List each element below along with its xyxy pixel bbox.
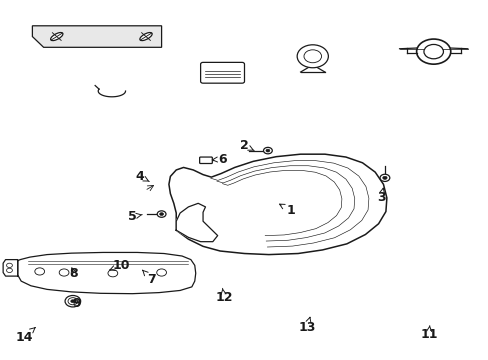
Circle shape	[157, 211, 165, 217]
Polygon shape	[32, 26, 161, 47]
Text: 2: 2	[240, 139, 254, 152]
Circle shape	[59, 269, 69, 276]
Circle shape	[265, 149, 269, 152]
Circle shape	[423, 44, 443, 59]
Circle shape	[71, 300, 75, 303]
Circle shape	[297, 45, 328, 68]
Circle shape	[6, 263, 12, 267]
Circle shape	[68, 298, 78, 305]
Circle shape	[416, 39, 450, 64]
Text: 7: 7	[142, 270, 156, 286]
Text: 10: 10	[109, 259, 130, 272]
FancyBboxPatch shape	[200, 62, 244, 83]
Circle shape	[379, 174, 389, 181]
Circle shape	[35, 268, 44, 275]
Polygon shape	[176, 203, 217, 242]
Circle shape	[304, 50, 321, 63]
Ellipse shape	[51, 32, 63, 41]
Circle shape	[6, 268, 12, 273]
Circle shape	[157, 269, 166, 276]
Circle shape	[159, 213, 163, 216]
Text: 8: 8	[69, 267, 78, 280]
Text: 13: 13	[298, 317, 315, 333]
Circle shape	[263, 147, 272, 154]
Polygon shape	[3, 260, 18, 276]
Text: 14: 14	[15, 328, 35, 343]
Text: 4: 4	[135, 170, 149, 183]
Text: 1: 1	[279, 204, 295, 217]
Text: 5: 5	[128, 210, 142, 223]
Polygon shape	[18, 252, 195, 294]
Text: 9: 9	[72, 297, 81, 310]
Circle shape	[65, 296, 81, 307]
Text: 11: 11	[419, 325, 437, 341]
Polygon shape	[168, 154, 386, 255]
Circle shape	[382, 176, 386, 180]
Circle shape	[108, 270, 118, 277]
FancyBboxPatch shape	[199, 157, 212, 163]
Ellipse shape	[140, 32, 152, 41]
Text: 6: 6	[212, 153, 226, 166]
Text: 3: 3	[376, 188, 385, 204]
Text: 12: 12	[215, 288, 232, 304]
